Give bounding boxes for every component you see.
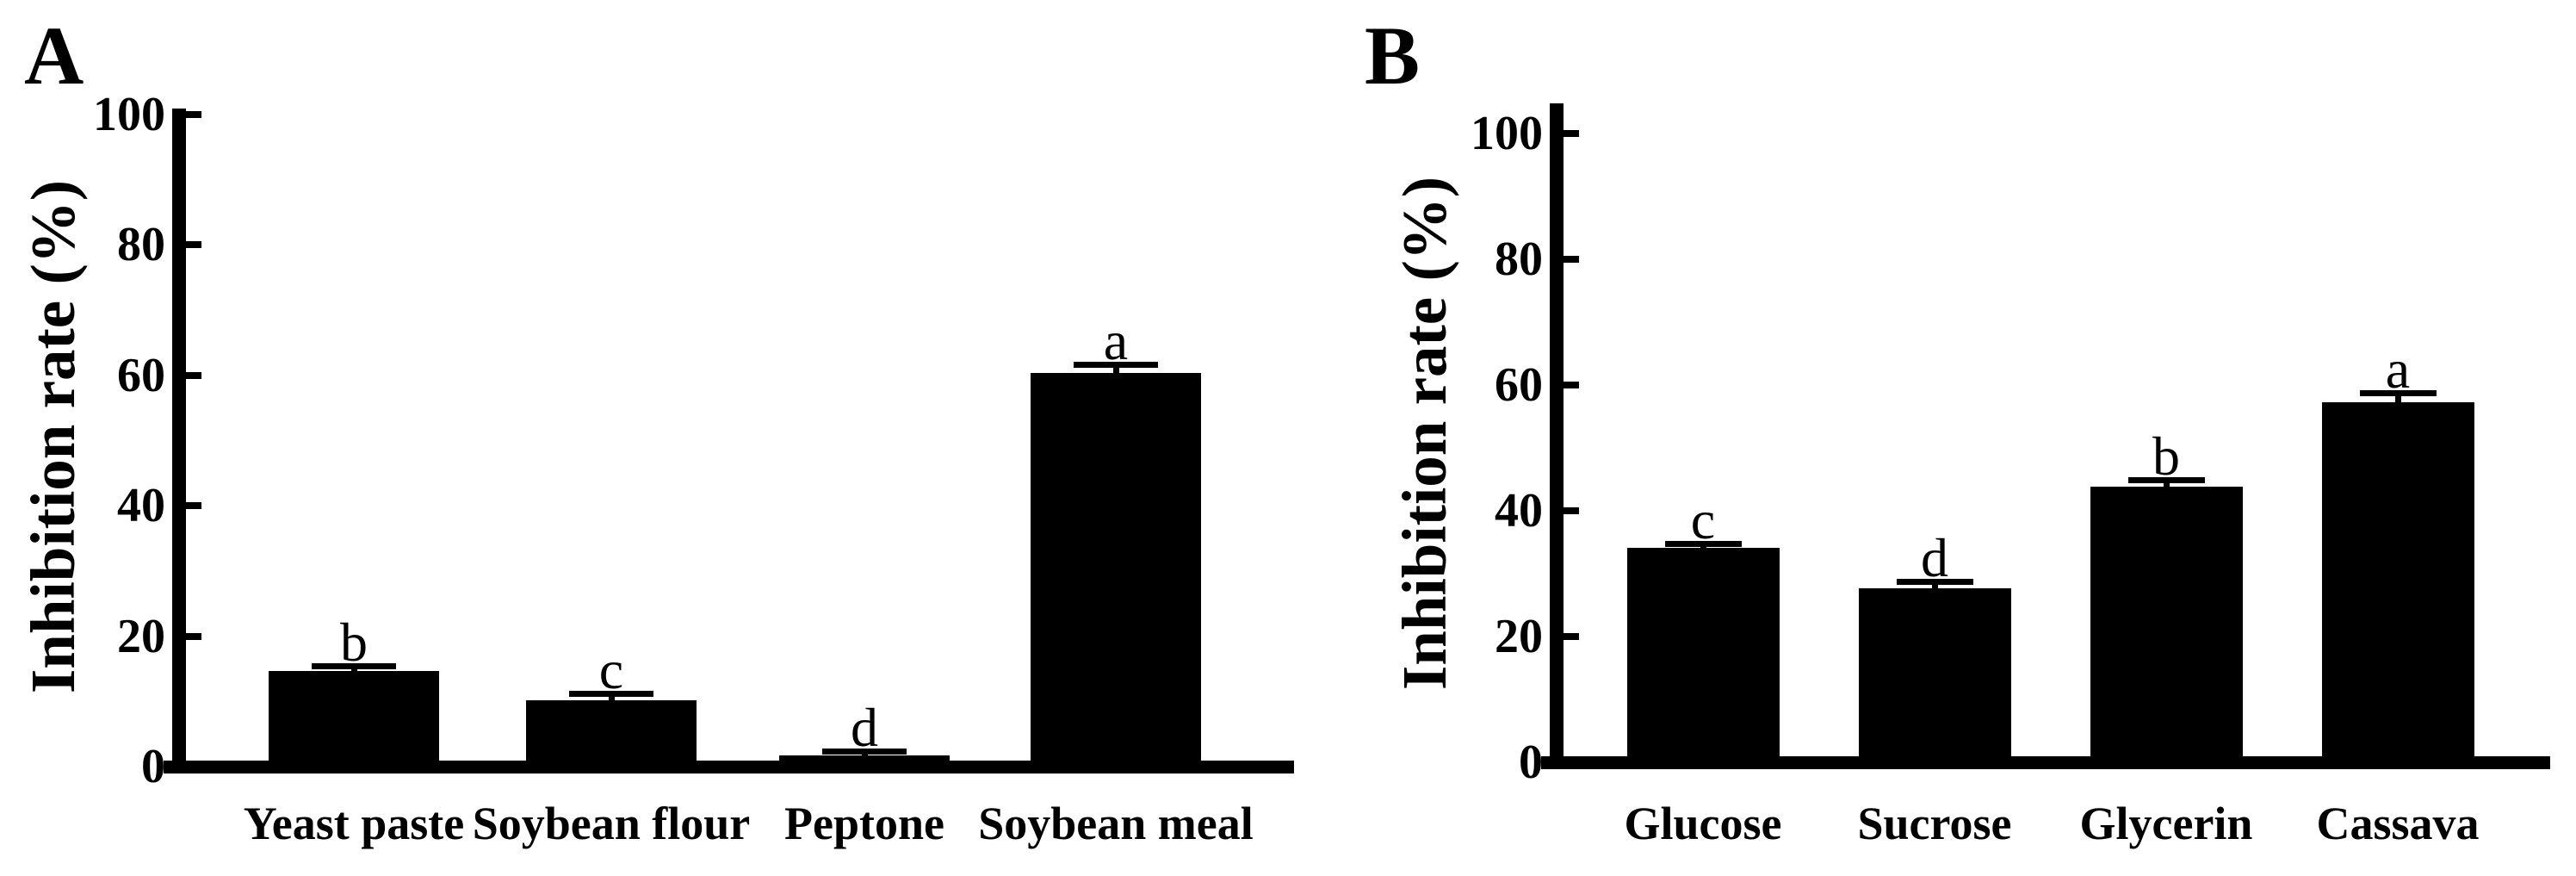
bar-soybean-flour (526, 700, 697, 772)
x-category-label: Soybean meal (978, 798, 1254, 849)
error-bar-cap (569, 691, 653, 697)
y-tick-label: 0 (1519, 736, 1543, 789)
y-tick-label: 20 (1495, 610, 1543, 663)
y-tick-label: 100 (93, 88, 165, 141)
y-tick-label: 80 (117, 218, 165, 271)
bar-glycerin (2090, 487, 2243, 767)
y-tick-mark (1562, 256, 1579, 263)
bar-cassava (2322, 402, 2474, 767)
error-bar-stem (1113, 364, 1119, 378)
x-category-label: Peptone (784, 798, 944, 849)
error-bar-cap (1897, 579, 1973, 585)
significance-letter: d (851, 697, 878, 758)
y-tick-mark (184, 502, 201, 509)
x-category-label: Glycerin (2079, 798, 2253, 849)
significance-letter: b (340, 612, 368, 673)
x-category-label: Sucrose (1857, 798, 2012, 849)
y-tick-label: 60 (1495, 358, 1543, 412)
error-bar-stem (1700, 544, 1706, 553)
panel-label-letter: A (24, 9, 84, 102)
bar-soybean-meal (1031, 373, 1201, 772)
error-bar-stem (862, 751, 868, 761)
y-tick-mark (184, 241, 201, 248)
x-category-label: Glucose (1624, 798, 1782, 849)
significance-letter: a (1103, 310, 1129, 371)
x-category-label: Cassava (2316, 798, 2480, 849)
bar-yeast-paste (269, 671, 439, 772)
significance-letter: c (1690, 489, 1716, 550)
y-axis-title: Inhibition rate (%) (1390, 176, 1459, 691)
significance-letter: c (598, 639, 624, 700)
y-tick-mark (184, 633, 201, 640)
significance-letter: b (2152, 426, 2180, 487)
bar-glucose (1627, 548, 1780, 767)
y-tick-label: 0 (141, 740, 165, 793)
y-tick-label: 80 (1495, 233, 1543, 286)
x-axis-line (1541, 756, 2550, 769)
error-bar-cap (822, 749, 907, 755)
error-bar-cap (1665, 541, 1742, 547)
panel-label-letter: B (1365, 9, 1421, 102)
y-tick-mark (1562, 382, 1579, 388)
x-category-label: Yeast paste (243, 798, 465, 849)
error-bar-stem (2164, 480, 2170, 492)
x-axis-line (164, 761, 1294, 773)
bar-sucrose (1859, 588, 2011, 767)
error-bar-stem (609, 693, 615, 705)
significance-letter: d (1921, 527, 1948, 588)
y-tick-label: 60 (117, 349, 165, 402)
y-tick-mark (1562, 130, 1579, 137)
error-bar-cap (312, 663, 396, 669)
y-tick-label: 20 (117, 610, 165, 663)
y-tick-label: 40 (117, 479, 165, 532)
y-axis-line (1550, 103, 1564, 769)
error-bar-cap (2128, 477, 2205, 483)
error-bar-stem (2395, 393, 2401, 408)
y-tick-mark (184, 111, 201, 118)
y-axis-line (172, 109, 186, 773)
significance-letter: a (2385, 339, 2411, 400)
y-tick-label: 100 (1471, 107, 1543, 160)
y-tick-mark (184, 372, 201, 379)
x-category-label: Soybean flour (472, 798, 751, 849)
y-tick-label: 40 (1495, 484, 1543, 537)
error-bar-stem (1932, 581, 1938, 593)
y-tick-mark (1562, 507, 1579, 514)
y-tick-mark (1562, 633, 1579, 640)
error-bar-stem (351, 666, 357, 676)
error-bar-cap (2360, 390, 2437, 396)
error-bar-cap (1074, 362, 1158, 368)
bar-peptone (779, 755, 950, 772)
